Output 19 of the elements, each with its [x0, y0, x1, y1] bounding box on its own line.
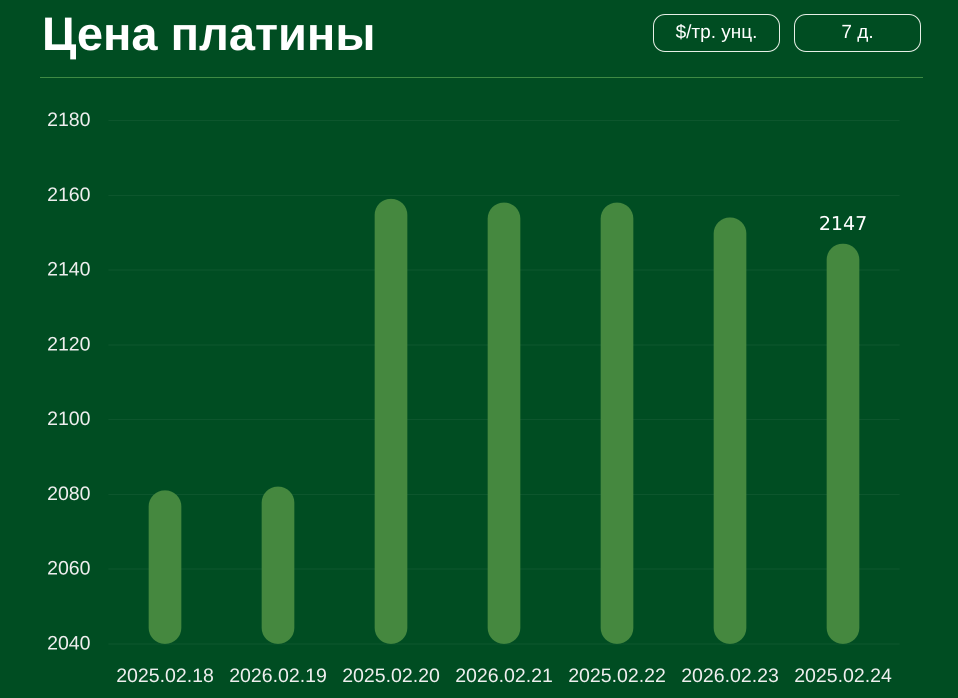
y-tick-label: 2040: [47, 632, 91, 654]
y-tick-label: 2160: [47, 184, 91, 206]
pill-button: $/тр. унц.: [653, 14, 780, 52]
y-tick-label: 2100: [47, 408, 91, 430]
chart-title: Цена платины: [42, 6, 376, 62]
x-tick-label: 2026.02.23: [681, 665, 779, 688]
data-label: 2147: [818, 213, 868, 236]
x-tick-label: 2025.02.18: [116, 665, 214, 688]
y-tick-label: 2060: [47, 558, 91, 580]
x-tick-label: 2025.02.24: [794, 665, 892, 688]
y-tick-label: 2080: [47, 482, 91, 505]
x-tick-label: 2026.02.21: [455, 665, 553, 688]
y-tick-label: 2180: [47, 109, 91, 132]
x-tick-label: 2025.02.20: [342, 665, 440, 688]
y-tick-label: 2140: [47, 258, 91, 281]
x-tick-label: 2025.02.22: [568, 665, 666, 688]
x-tick-label: 2026.02.19: [229, 665, 327, 688]
pill-button: 7 д.: [794, 14, 921, 52]
y-tick-label: 2120: [47, 333, 91, 356]
